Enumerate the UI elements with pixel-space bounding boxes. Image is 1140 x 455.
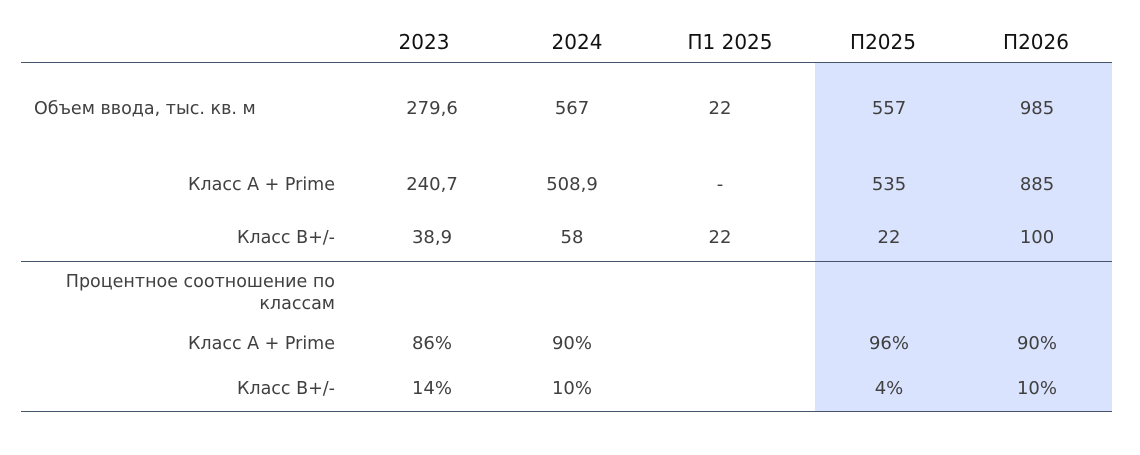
table-cell: 567 bbox=[554, 98, 590, 119]
table-cell: 22 bbox=[877, 227, 901, 248]
table-cell: 90% bbox=[551, 333, 592, 354]
table-cell: - bbox=[716, 174, 724, 195]
row-label-total-volume: Объем ввода, тыс. кв. м bbox=[34, 99, 256, 119]
table-bottom-rule bbox=[21, 411, 1112, 412]
column-header-p2025: П2025 bbox=[850, 30, 916, 54]
row-label-share-by-class: Процентное соотношение по классам bbox=[65, 272, 335, 314]
column-header-2023: 2023 bbox=[398, 30, 450, 54]
table-cell: 279,6 bbox=[406, 98, 458, 119]
header-rule bbox=[21, 62, 1112, 63]
column-header-p1-2025: П1 2025 bbox=[687, 30, 773, 54]
forecast-columns-highlight bbox=[815, 62, 1112, 411]
table-cell: 38,9 bbox=[411, 227, 453, 248]
table-cell: 58 bbox=[560, 227, 584, 248]
table-cell: 508,9 bbox=[546, 174, 598, 195]
column-header-2024: 2024 bbox=[551, 30, 603, 54]
row-label-share-class-a-prime: Класс A + Prime bbox=[187, 334, 335, 354]
table-cell: 14% bbox=[411, 378, 452, 399]
table-cell: 4% bbox=[874, 378, 904, 399]
row-label-class-b: Класс B+/- bbox=[236, 228, 335, 248]
table-cell: 985 bbox=[1019, 98, 1055, 119]
row-label-class-a-prime: Класс A + Prime bbox=[187, 175, 335, 195]
table-cell: 557 bbox=[871, 98, 907, 119]
column-header-p2026: П2026 bbox=[1003, 30, 1069, 54]
table-cell: 100 bbox=[1019, 227, 1055, 248]
row-label-share-class-b: Класс B+/- bbox=[236, 379, 335, 399]
table-cell: 240,7 bbox=[406, 174, 458, 195]
section-divider bbox=[21, 261, 1112, 262]
table-cell: 10% bbox=[551, 378, 592, 399]
table-cell: 90% bbox=[1016, 333, 1057, 354]
table-cell: 22 bbox=[708, 227, 732, 248]
table-cell: 96% bbox=[868, 333, 909, 354]
table-cell: 10% bbox=[1016, 378, 1057, 399]
table-cell: 885 bbox=[1019, 174, 1055, 195]
table-cell: 535 bbox=[871, 174, 907, 195]
table-cell: 22 bbox=[708, 98, 732, 119]
table-cell: 86% bbox=[411, 333, 452, 354]
